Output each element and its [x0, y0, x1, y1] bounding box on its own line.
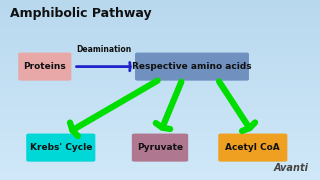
- Bar: [0, 137, 320, 140]
- Bar: [0, 43, 320, 45]
- Bar: [0, 122, 320, 124]
- Bar: [0, 171, 320, 173]
- Bar: [0, 97, 320, 99]
- Bar: [0, 36, 320, 38]
- Bar: [0, 92, 320, 94]
- Bar: [0, 20, 320, 22]
- Bar: [0, 2, 320, 4]
- Bar: [0, 108, 320, 110]
- FancyBboxPatch shape: [26, 134, 95, 162]
- Bar: [0, 79, 320, 81]
- Bar: [0, 27, 320, 29]
- Bar: [0, 126, 320, 128]
- Bar: [0, 142, 320, 144]
- Bar: [0, 29, 320, 31]
- Bar: [0, 88, 320, 90]
- Text: Pyruvate: Pyruvate: [137, 143, 183, 152]
- Bar: [0, 9, 320, 11]
- Text: Krebs' Cycle: Krebs' Cycle: [30, 143, 92, 152]
- Bar: [0, 22, 320, 25]
- Bar: [0, 101, 320, 104]
- Bar: [0, 153, 320, 155]
- Bar: [0, 178, 320, 180]
- Bar: [0, 103, 320, 106]
- Bar: [0, 158, 320, 160]
- Bar: [0, 117, 320, 119]
- Bar: [0, 90, 320, 92]
- Bar: [0, 128, 320, 130]
- Bar: [0, 160, 320, 162]
- Text: Proteins: Proteins: [23, 62, 66, 71]
- FancyBboxPatch shape: [135, 53, 249, 81]
- Bar: [0, 52, 320, 54]
- Bar: [0, 68, 320, 70]
- Bar: [0, 133, 320, 135]
- Text: Acetyl CoA: Acetyl CoA: [225, 143, 280, 152]
- Bar: [0, 40, 320, 43]
- Bar: [0, 4, 320, 7]
- Bar: [0, 34, 320, 36]
- Bar: [0, 99, 320, 101]
- Bar: [0, 31, 320, 34]
- Bar: [0, 70, 320, 72]
- Bar: [0, 14, 320, 16]
- Text: Avanti: Avanti: [274, 163, 309, 173]
- Bar: [0, 76, 320, 79]
- FancyBboxPatch shape: [132, 134, 188, 162]
- Bar: [0, 135, 320, 137]
- Bar: [0, 176, 320, 178]
- Bar: [0, 72, 320, 74]
- Bar: [0, 11, 320, 14]
- Bar: [0, 106, 320, 108]
- Bar: [0, 61, 320, 63]
- Bar: [0, 166, 320, 169]
- Text: Respective amino acids: Respective amino acids: [132, 62, 252, 71]
- Bar: [0, 164, 320, 166]
- Bar: [0, 162, 320, 164]
- Bar: [0, 94, 320, 97]
- Bar: [0, 38, 320, 40]
- FancyBboxPatch shape: [18, 53, 71, 81]
- Bar: [0, 7, 320, 9]
- Bar: [0, 119, 320, 122]
- FancyBboxPatch shape: [218, 134, 287, 162]
- Bar: [0, 81, 320, 83]
- Bar: [0, 155, 320, 158]
- Bar: [0, 25, 320, 27]
- Bar: [0, 65, 320, 68]
- Bar: [0, 16, 320, 18]
- Bar: [0, 54, 320, 56]
- Bar: [0, 56, 320, 58]
- Bar: [0, 58, 320, 61]
- Bar: [0, 112, 320, 115]
- Bar: [0, 124, 320, 126]
- Bar: [0, 0, 320, 2]
- Bar: [0, 18, 320, 20]
- Text: Amphibolic Pathway: Amphibolic Pathway: [10, 7, 151, 20]
- Bar: [0, 130, 320, 133]
- Bar: [0, 115, 320, 117]
- Bar: [0, 83, 320, 86]
- Bar: [0, 148, 320, 151]
- Bar: [0, 151, 320, 153]
- Bar: [0, 146, 320, 148]
- Bar: [0, 63, 320, 65]
- Bar: [0, 169, 320, 171]
- Bar: [0, 86, 320, 88]
- Bar: [0, 50, 320, 52]
- Bar: [0, 144, 320, 146]
- Text: Deamination: Deamination: [76, 45, 132, 54]
- Bar: [0, 47, 320, 50]
- Bar: [0, 140, 320, 142]
- Bar: [0, 110, 320, 112]
- Bar: [0, 74, 320, 76]
- Bar: [0, 173, 320, 176]
- Bar: [0, 45, 320, 47]
